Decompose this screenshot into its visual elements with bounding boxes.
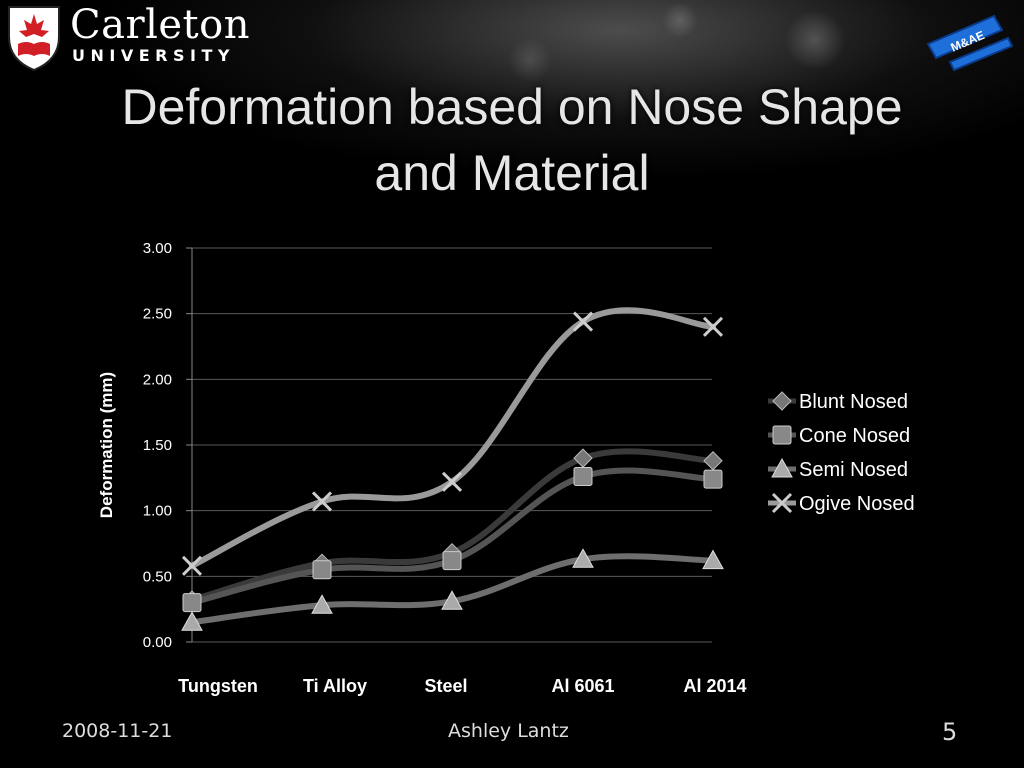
y-tick-label: 2.00 (143, 371, 172, 388)
legend-label: Cone Nosed (799, 425, 910, 447)
y-tick-label: 1.50 (143, 437, 172, 454)
data-point (572, 311, 594, 332)
logo-carleton: Carleton (70, 2, 250, 48)
data-point (182, 593, 202, 613)
moon-background (0, 0, 1024, 240)
page-number: 5 (942, 718, 958, 746)
data-point (181, 555, 203, 576)
data-point (572, 548, 594, 568)
data-point (441, 590, 463, 610)
y-tick-label: 1.00 (143, 503, 172, 520)
series-line (189, 467, 716, 606)
y-axis-label: Deformation (mm) (97, 372, 116, 518)
logo-university: UNIVERSITY (72, 46, 235, 65)
data-point (442, 551, 462, 571)
legend-label: Blunt Nosed (799, 391, 908, 413)
footer-author: Ashley Lantz (448, 720, 569, 742)
legend-marker (772, 425, 792, 445)
data-point (573, 467, 593, 487)
y-tick-label: 0.00 (143, 634, 172, 651)
legend-marker (771, 457, 793, 478)
y-tick-label: 2.50 (143, 306, 172, 323)
slide-title: Deformation based on Nose Shape and Mate… (40, 74, 984, 206)
data-point (573, 448, 593, 468)
data-point (703, 469, 723, 489)
x-tick-label: Al 6061 (551, 676, 614, 696)
x-tick-label: Al 2014 (683, 676, 746, 696)
data-point (703, 451, 723, 471)
data-point (312, 560, 332, 580)
x-tick-label: Tungsten (178, 676, 258, 696)
series-line (189, 307, 716, 569)
shield-icon (8, 6, 60, 72)
data-point (441, 471, 463, 492)
x-tick-label: Ti Alloy (303, 676, 367, 696)
legend-label: Ogive Nosed (799, 493, 915, 515)
data-point (311, 594, 333, 614)
data-point (311, 491, 333, 512)
footer-date: 2008-11-21 (62, 720, 173, 742)
mae-badge-icon: M&AE (926, 14, 1014, 72)
title-line-1: Deformation based on Nose Shape (121, 79, 903, 135)
title-line-2: and Material (374, 145, 650, 201)
data-point (181, 611, 203, 631)
legend-label: Semi Nosed (799, 459, 908, 481)
data-point (702, 549, 724, 570)
line-chart: 0.00 0.50 1.00 1.50 2.00 2.50 3.00 Tungsten Ti A… (97, 240, 915, 696)
carleton-logo: Carleton UNIVERSITY (4, 2, 249, 72)
y-tick-label: 3.00 (143, 240, 172, 257)
x-tick-label: Steel (424, 676, 467, 696)
data-point (702, 316, 724, 337)
y-tick-label: 0.50 (143, 568, 172, 585)
legend-marker (772, 391, 792, 411)
legend-marker (771, 492, 793, 514)
